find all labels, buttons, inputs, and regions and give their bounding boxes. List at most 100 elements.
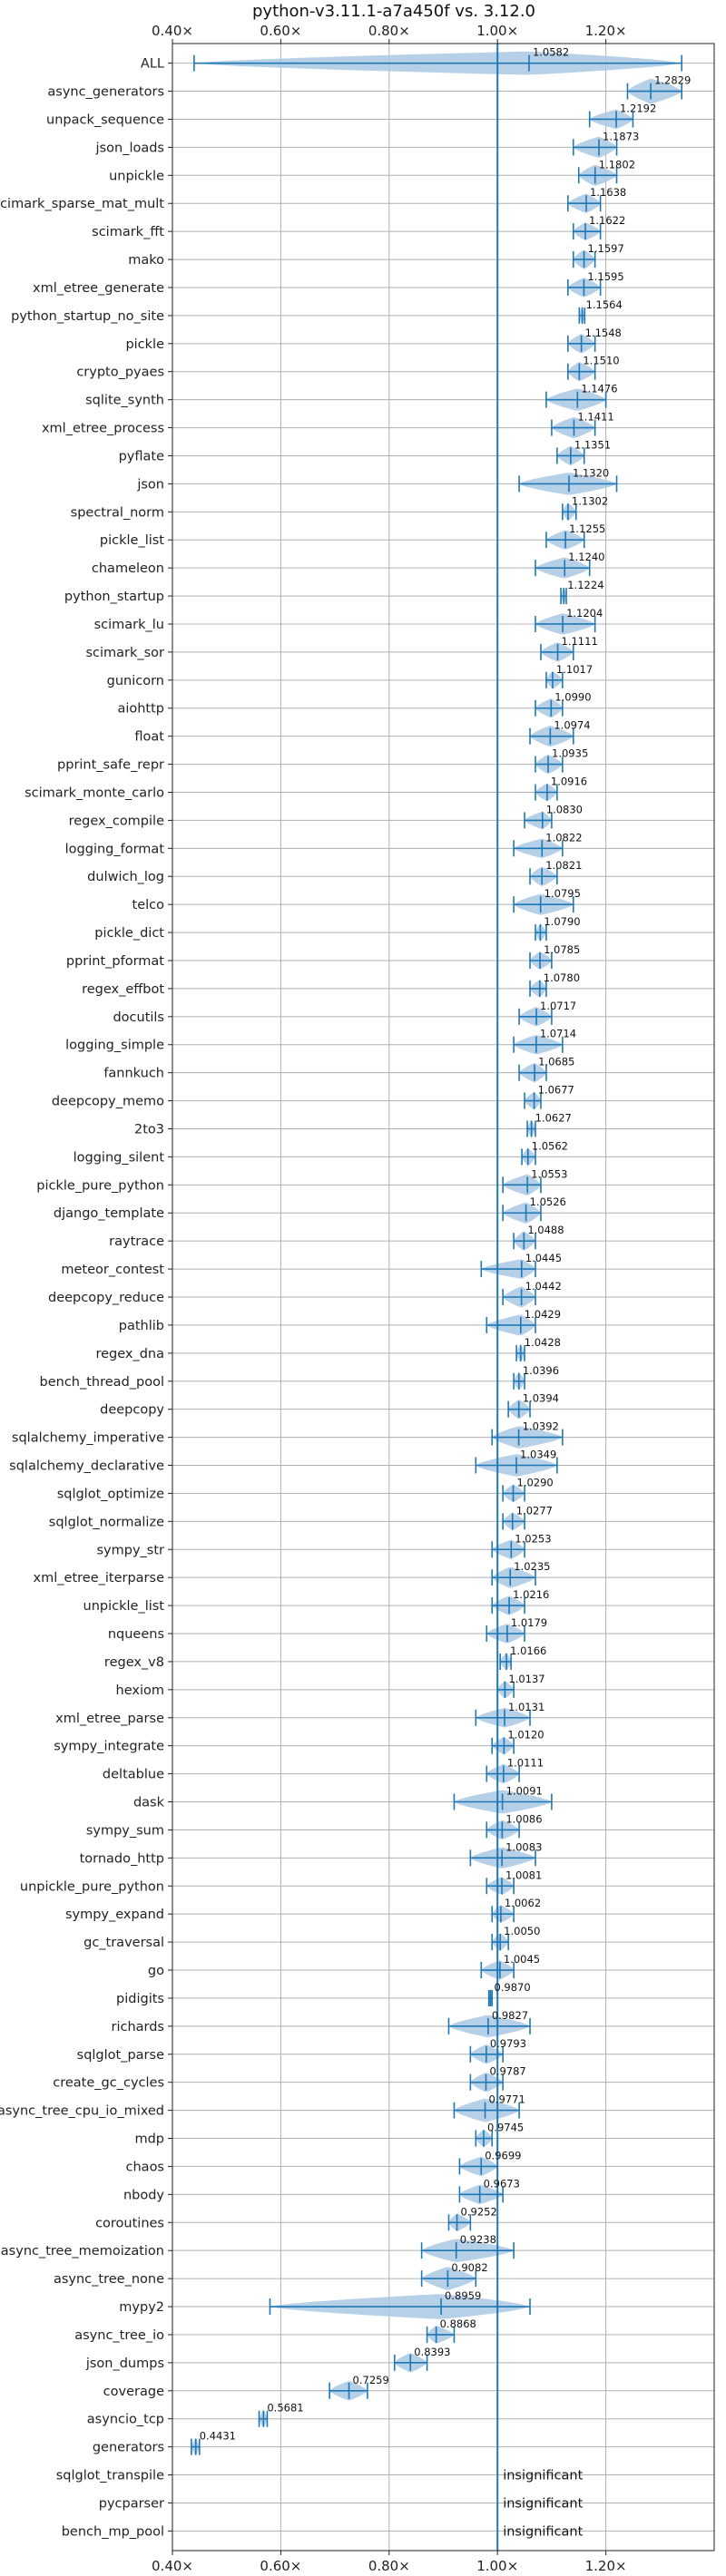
value-label: 1.1017 [556,663,593,676]
value-label: 1.1510 [583,355,619,367]
benchmark-label: spectral_norm [71,505,164,520]
benchmark-label: docutils [113,1010,164,1025]
benchmark-label: gc_traversal [83,1936,164,1950]
benchmark-label: scimark_lu [94,618,164,632]
value-label: 1.0131 [508,1701,544,1713]
value-label: 0.9870 [494,1981,530,1994]
benchmark-label: xml_etree_iterparse [34,1571,165,1586]
value-label: 1.1873 [603,130,639,142]
benchmark-label: bench_mp_pool [62,2524,164,2539]
value-label: 1.1476 [581,383,617,395]
violin-layer [191,51,682,2456]
value-label: 1.1802 [599,158,635,171]
benchmark-label: bench_thread_pool [40,1375,164,1390]
benchmark-label: json_loads [95,141,164,155]
value-label: 1.0830 [546,803,583,815]
value-label: 1.1240 [568,551,604,563]
benchmark-label: deepcopy [100,1403,164,1418]
value-label: 1.1622 [589,214,625,227]
benchmark-label: regex_compile [69,814,164,828]
x-tick-label-bottom: 0.80× [368,2558,410,2574]
value-label: 0.9252 [461,2205,497,2218]
value-label: 1.0216 [513,1588,549,1601]
benchmark-label: pickle_dict [94,926,164,941]
value-label: 1.0445 [525,1252,562,1264]
benchmark-label: scimark_sparse_mat_mult [0,197,164,211]
benchmark-label: sqlglot_normalize [49,1515,164,1529]
value-label: 1.1564 [586,298,623,311]
x-tick-label-bottom: 1.20× [585,2558,627,2574]
x-tick-label-bottom: 0.40× [152,2558,193,2574]
benchmark-label: coroutines [95,2216,164,2230]
benchmark-label: xml_etree_generate [33,281,164,296]
x-tick-label-top: 1.20× [585,23,627,39]
value-label: 0.8393 [414,2346,450,2358]
value-label: 1.0785 [544,943,580,956]
x-tick-label-top: 1.00× [476,23,518,39]
value-label: 1.0392 [523,1420,559,1433]
value-label: 1.1224 [567,579,603,591]
grid-layer [172,44,714,2551]
insignificant-label: insignificant [503,2524,583,2539]
value-label: 0.9771 [489,2093,525,2106]
benchmark-label: logging_silent [74,1150,165,1165]
benchmark-label: pprint_pformat [66,954,164,969]
benchmark-label: dulwich_log [87,870,164,884]
benchmark-label: sqlite_synth [85,394,164,408]
value-label: 1.0488 [527,1224,564,1236]
benchmark-label: sympy_integrate [54,1740,164,1754]
benchmark-label: raytrace [109,1234,164,1249]
value-label: 1.1597 [588,242,624,255]
value-label: 0.8959 [445,2289,481,2302]
benchmark-label: json [136,477,164,492]
value-label: 0.9793 [490,2037,526,2050]
value-label: 1.1595 [587,270,623,283]
chart-title: python-v3.11.1-a7a450f vs. 3.12.0 [252,2,535,21]
value-label: 1.1351 [574,438,611,451]
benchmark-label: regex_dna [95,1347,164,1361]
benchmark-label: async_tree_none [54,2272,164,2287]
value-label: 1.0822 [545,831,582,844]
benchmark-label: regex_effbot [82,982,164,997]
benchmark-label: sqlglot_transpile [56,2469,164,2483]
value-label: 0.7259 [353,2374,389,2386]
value-label: 1.0081 [505,1869,542,1881]
benchmark-label: json_dumps [85,2356,164,2371]
benchmark-label: chaos [126,2160,164,2174]
value-label: 1.0235 [514,1560,550,1573]
label-layer: 1.0582 1.2829 1.2192 1.1873 1.1802 1.1638 1.16… [200,46,692,2540]
value-label: 1.0821 [545,859,582,872]
benchmark-label: sqlalchemy_declarative [9,1459,164,1474]
benchmark-label: telco [132,898,165,912]
value-label: 1.0062 [505,1897,541,1909]
benchmark-label: ALL [141,57,164,72]
benchmark-label: pickle_pure_python [36,1178,164,1193]
benchmark-label: go [148,1964,164,1978]
value-label: 1.0526 [530,1195,566,1208]
value-label: 1.0394 [523,1392,559,1405]
value-label: 1.1548 [585,327,622,339]
value-label: 1.1204 [566,607,603,620]
benchmark-label: generators [93,2441,164,2455]
benchmark-label: scimark_fft [92,225,164,239]
benchmark-label: chameleon [92,561,164,576]
value-label: 1.0974 [554,719,590,732]
benchmark-label: sqlglot_parse [77,2048,164,2063]
value-label: 1.0790 [544,915,580,928]
value-label: 1.0685 [538,1056,574,1068]
value-label: 1.1302 [572,494,608,507]
benchmark-label: fannkuch [103,1067,164,1081]
benchmark-label: django_template [54,1206,164,1221]
benchmark-label: pickle [125,337,164,352]
benchmark-label: xml_etree_parse [55,1712,164,1726]
insignificant-label: insignificant [503,2496,583,2511]
benchmark-label: gunicorn [107,674,164,688]
x-tick-label-top: 0.60× [260,23,301,39]
value-label: 1.0179 [511,1616,547,1629]
benchmark-label: python_startup_no_site [11,309,164,324]
benchmark-label: sympy_sum [86,1823,164,1838]
value-label: 1.1411 [577,411,613,424]
benchmark-label: async_tree_cpu_io_mixed [0,2104,164,2119]
benchmark-label: hexiom [116,1683,164,1698]
